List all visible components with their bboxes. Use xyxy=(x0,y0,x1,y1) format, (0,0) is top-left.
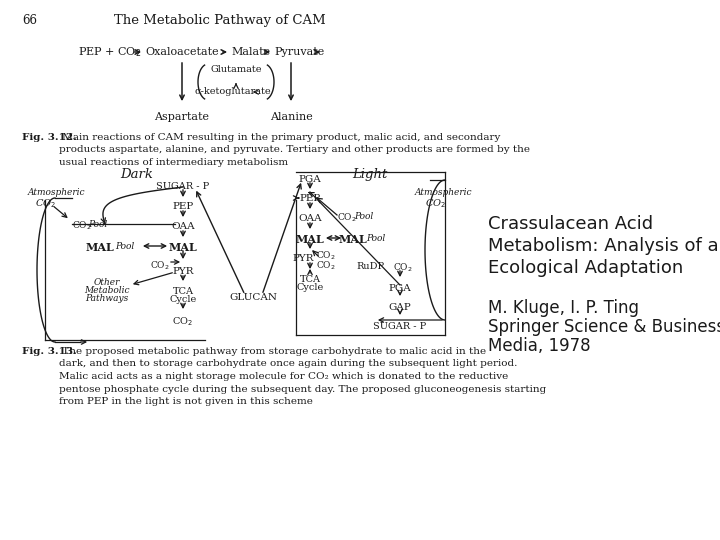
Text: MAL: MAL xyxy=(338,234,367,245)
Text: MAL: MAL xyxy=(296,234,325,245)
Text: PYR: PYR xyxy=(172,267,194,276)
Text: CO$_2$: CO$_2$ xyxy=(425,197,446,210)
Text: Pool: Pool xyxy=(354,212,373,221)
Text: Cycle: Cycle xyxy=(297,283,323,292)
Text: Fig. 3.12.: Fig. 3.12. xyxy=(22,133,77,142)
Text: Pool: Pool xyxy=(115,242,134,251)
Text: GLUCAN: GLUCAN xyxy=(229,293,277,302)
Text: Pool: Pool xyxy=(88,220,107,229)
Text: CO$_2$: CO$_2$ xyxy=(35,197,56,210)
Text: PGA: PGA xyxy=(299,175,321,184)
Text: CO$_2$: CO$_2$ xyxy=(337,212,356,225)
Text: α-ketoglutarate: α-ketoglutarate xyxy=(194,87,271,97)
Text: GAP: GAP xyxy=(389,303,411,312)
Text: 66: 66 xyxy=(22,14,37,27)
Text: PYR: PYR xyxy=(292,254,314,263)
Text: PEP + CO$_2$: PEP + CO$_2$ xyxy=(78,45,141,59)
Text: Media, 1978: Media, 1978 xyxy=(488,337,590,355)
Text: SUGAR - P: SUGAR - P xyxy=(156,182,210,191)
Text: MAL: MAL xyxy=(168,242,197,253)
Text: Fig. 3.13.: Fig. 3.13. xyxy=(22,347,77,356)
Text: Crassulacean Acid: Crassulacean Acid xyxy=(488,215,653,233)
Text: Pathways: Pathways xyxy=(86,294,129,303)
Text: TCA: TCA xyxy=(300,275,320,284)
Text: Metabolism: Analysis of an: Metabolism: Analysis of an xyxy=(488,237,720,255)
Text: Dark: Dark xyxy=(120,168,153,181)
Text: CO$_2$: CO$_2$ xyxy=(173,315,194,328)
Text: MAL: MAL xyxy=(86,242,114,253)
Text: Other: Other xyxy=(94,278,120,287)
Text: The proposed metabolic pathway from storage carbohydrate to malic acid in the
da: The proposed metabolic pathway from stor… xyxy=(59,347,546,406)
Text: PEP: PEP xyxy=(300,194,320,203)
Text: CO$_2$: CO$_2$ xyxy=(150,260,170,273)
Text: Atmospheric: Atmospheric xyxy=(415,188,472,197)
Text: Cycle: Cycle xyxy=(169,295,197,304)
Text: CO$_2$: CO$_2$ xyxy=(72,220,91,233)
Text: M. Kluge, I. P. Ting: M. Kluge, I. P. Ting xyxy=(488,299,639,317)
Text: Alanine: Alanine xyxy=(269,112,312,122)
Text: Ecological Adaptation: Ecological Adaptation xyxy=(488,259,683,277)
Text: SUGAR - P: SUGAR - P xyxy=(374,322,427,331)
Text: The Metabolic Pathway of CAM: The Metabolic Pathway of CAM xyxy=(114,14,326,27)
Text: CO$_2$: CO$_2$ xyxy=(316,260,336,273)
Text: Light: Light xyxy=(352,168,387,181)
Text: Main reactions of CAM resulting in the primary product, malic acid, and secondar: Main reactions of CAM resulting in the p… xyxy=(59,133,530,167)
Text: Atmospheric: Atmospheric xyxy=(28,188,86,197)
Text: Oxaloacetate: Oxaloacetate xyxy=(145,47,219,57)
Text: Aspartate: Aspartate xyxy=(155,112,210,122)
Text: CO$_2$: CO$_2$ xyxy=(393,262,413,274)
Text: Glutamate: Glutamate xyxy=(210,65,262,75)
Text: RuDP: RuDP xyxy=(356,262,384,271)
Text: PEP: PEP xyxy=(172,202,194,211)
Text: Malate: Malate xyxy=(231,47,270,57)
Text: Pyruvate: Pyruvate xyxy=(274,47,324,57)
Text: OAA: OAA xyxy=(171,222,195,231)
Text: PGA: PGA xyxy=(389,284,411,293)
Text: Springer Science & Business: Springer Science & Business xyxy=(488,318,720,336)
Text: Pool: Pool xyxy=(366,234,385,243)
Text: TCA: TCA xyxy=(173,287,194,296)
Text: CO$_2$: CO$_2$ xyxy=(316,249,336,261)
Text: OAA: OAA xyxy=(298,214,322,223)
Text: Metabolic: Metabolic xyxy=(84,286,130,295)
